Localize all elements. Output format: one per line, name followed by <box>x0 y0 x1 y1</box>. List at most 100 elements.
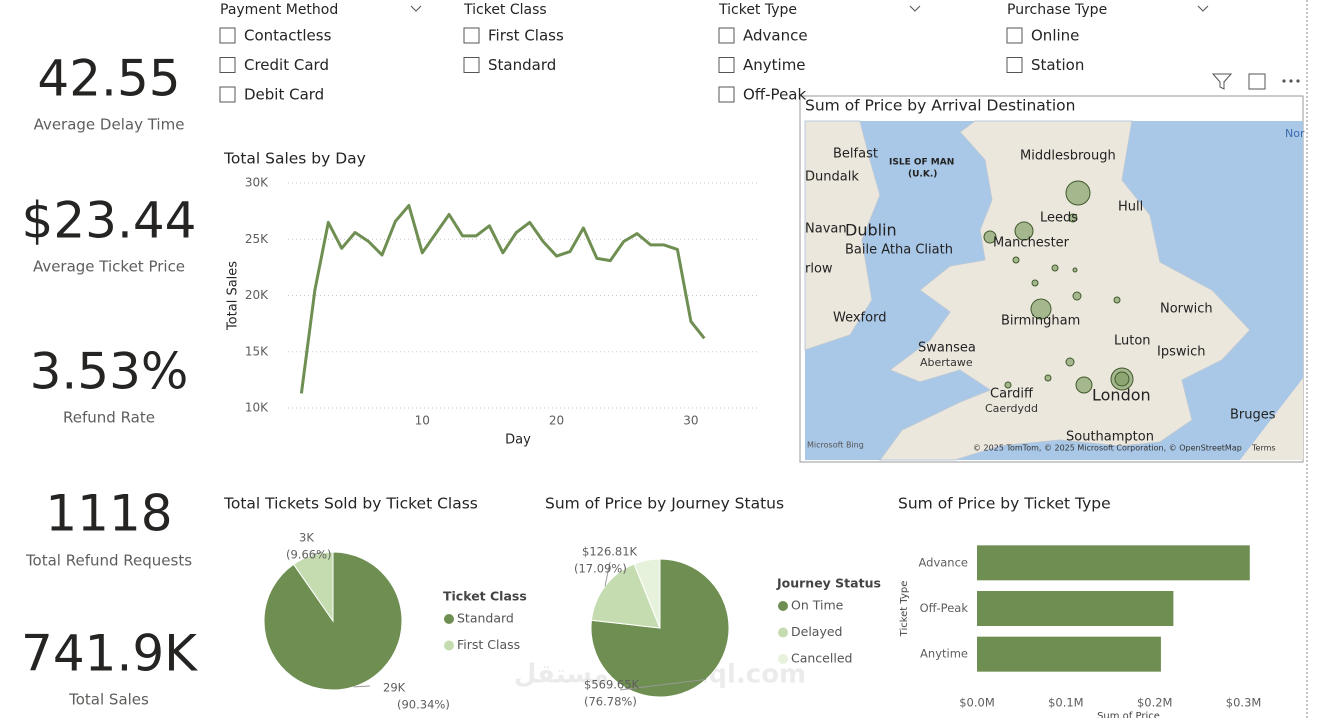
bubble[interactable] <box>1014 221 1034 241</box>
x-tick-label: $0.2M <box>1137 696 1173 710</box>
slicer-title: Ticket Class <box>463 2 547 18</box>
data-label: $569.65K <box>584 678 640 692</box>
bubble[interactable] <box>1031 279 1039 287</box>
map-place: Abertawe <box>920 356 973 369</box>
slicer-title: Ticket Type <box>718 2 797 18</box>
kpi-value: 3.53% <box>30 343 189 401</box>
bubble[interactable] <box>1068 213 1078 223</box>
leader-line <box>312 551 323 556</box>
slicer-option: Advance <box>743 27 808 45</box>
y-tick-label: 30K <box>245 176 269 190</box>
data-label: (17.09%) <box>574 562 627 576</box>
bar[interactable] <box>977 545 1250 581</box>
x-tick-label: $0.0M <box>959 696 995 710</box>
kpi-label: Average Ticket Price <box>33 258 185 276</box>
bubble[interactable] <box>1030 298 1052 320</box>
map-place: Wexford <box>833 311 886 326</box>
map-land <box>879 120 1251 461</box>
legend-label: Cancelled <box>791 651 852 666</box>
map-place: Cardiff <box>990 387 1034 402</box>
kpi-value: 42.55 <box>37 50 180 108</box>
legend-label: Standard <box>457 611 514 626</box>
slicer-option: Anytime <box>743 56 806 74</box>
bubble[interactable] <box>1065 357 1075 367</box>
data-label: (9.66%) <box>286 548 332 562</box>
bubble[interactable] <box>1065 180 1091 206</box>
bubble[interactable] <box>1044 374 1052 382</box>
checkbox[interactable] <box>718 57 735 73</box>
filter-icon[interactable] <box>1211 73 1233 90</box>
map-attribution: Microsoft Bing <box>807 441 864 450</box>
slicer-option: Credit Card <box>244 56 329 74</box>
pie-slice[interactable] <box>633 558 661 629</box>
map-terms[interactable]: Terms <box>1251 444 1276 453</box>
y-tick-label: Advance <box>918 555 968 569</box>
map-title: Sum of Price by Arrival Destination <box>805 97 1075 115</box>
checkbox[interactable] <box>463 57 480 73</box>
pie-slice[interactable] <box>590 563 661 629</box>
map-place: Dublin <box>845 221 897 240</box>
checkbox[interactable] <box>219 57 236 73</box>
map-place: ISLE OF MAN <box>889 158 954 168</box>
slicer-option: First Class <box>488 27 564 45</box>
slicer-option: Off-Peak <box>743 86 806 104</box>
map-place: Norwich <box>1160 302 1213 317</box>
bubble[interactable] <box>1051 264 1059 272</box>
checkbox[interactable] <box>219 27 236 44</box>
slicer-option: Online <box>1031 27 1079 45</box>
legend-dot <box>444 614 454 624</box>
legend-label: On Time <box>791 598 844 613</box>
bar[interactable] <box>977 636 1161 672</box>
map-land <box>804 120 881 351</box>
map-place: Dundalk <box>805 170 859 185</box>
map-visual[interactable]: Sum of Price by Arrival Destination <box>799 73 1304 463</box>
line-series <box>299 204 706 394</box>
kpi-value: 741.9K <box>21 625 198 683</box>
more-icon[interactable] <box>1282 79 1300 83</box>
focus-icon[interactable] <box>1248 73 1266 90</box>
bubble[interactable] <box>983 230 997 244</box>
pie-slice[interactable] <box>292 551 334 623</box>
bubble[interactable] <box>1114 371 1130 387</box>
map-place: (U.K.) <box>908 170 937 180</box>
map-place: Navan <box>805 222 847 237</box>
map-place: Bruges <box>1230 408 1276 423</box>
bubble[interactable] <box>1072 267 1078 273</box>
checkbox[interactable] <box>1006 27 1023 44</box>
data-label: $126.81K <box>582 545 638 559</box>
kpi-label: Total Sales <box>68 691 149 709</box>
y-tick-label: Off-Peak <box>920 601 969 615</box>
legend-dot <box>778 654 788 664</box>
slicer-chevron[interactable] <box>909 5 921 12</box>
checkbox[interactable] <box>219 86 236 103</box>
data-label: (76.78%) <box>584 695 637 709</box>
bar[interactable] <box>977 591 1174 626</box>
slicer-title: Payment Method <box>220 2 338 18</box>
slicer-option: Debit Card <box>244 86 324 104</box>
slicer-chevron[interactable] <box>410 5 422 12</box>
y-tick-label: 15K <box>245 344 269 358</box>
bubble[interactable] <box>1072 291 1082 301</box>
bubble[interactable] <box>1004 381 1012 389</box>
kpi-value: 1118 <box>45 485 172 543</box>
bubble[interactable] <box>1113 296 1121 304</box>
map-copyright: © 2025 TomTom, © 2025 Microsoft Corporat… <box>973 444 1242 453</box>
bubble[interactable] <box>1075 376 1093 394</box>
kpi-value: $23.44 <box>22 192 197 250</box>
y-tick-label: Anytime <box>920 647 968 661</box>
legend-title: Ticket Class <box>443 589 527 604</box>
checkbox[interactable] <box>718 86 735 103</box>
slicer-option: Standard <box>488 56 556 74</box>
checkbox[interactable] <box>1006 57 1023 73</box>
x-axis-title: Sum of Price <box>1097 711 1160 718</box>
checkbox[interactable] <box>463 27 480 44</box>
x-tick-label: $0.1M <box>1048 696 1084 710</box>
slicer-chevron[interactable] <box>1197 5 1209 12</box>
bubble[interactable] <box>1012 256 1020 264</box>
kpi-label: Total Refund Requests <box>25 552 192 570</box>
slicer-option: Contactless <box>244 27 332 45</box>
leader-line <box>619 678 707 691</box>
chart-title: Sum of Price by Ticket Type <box>898 495 1111 513</box>
data-label: (90.34%) <box>397 698 450 712</box>
checkbox[interactable] <box>718 27 735 44</box>
